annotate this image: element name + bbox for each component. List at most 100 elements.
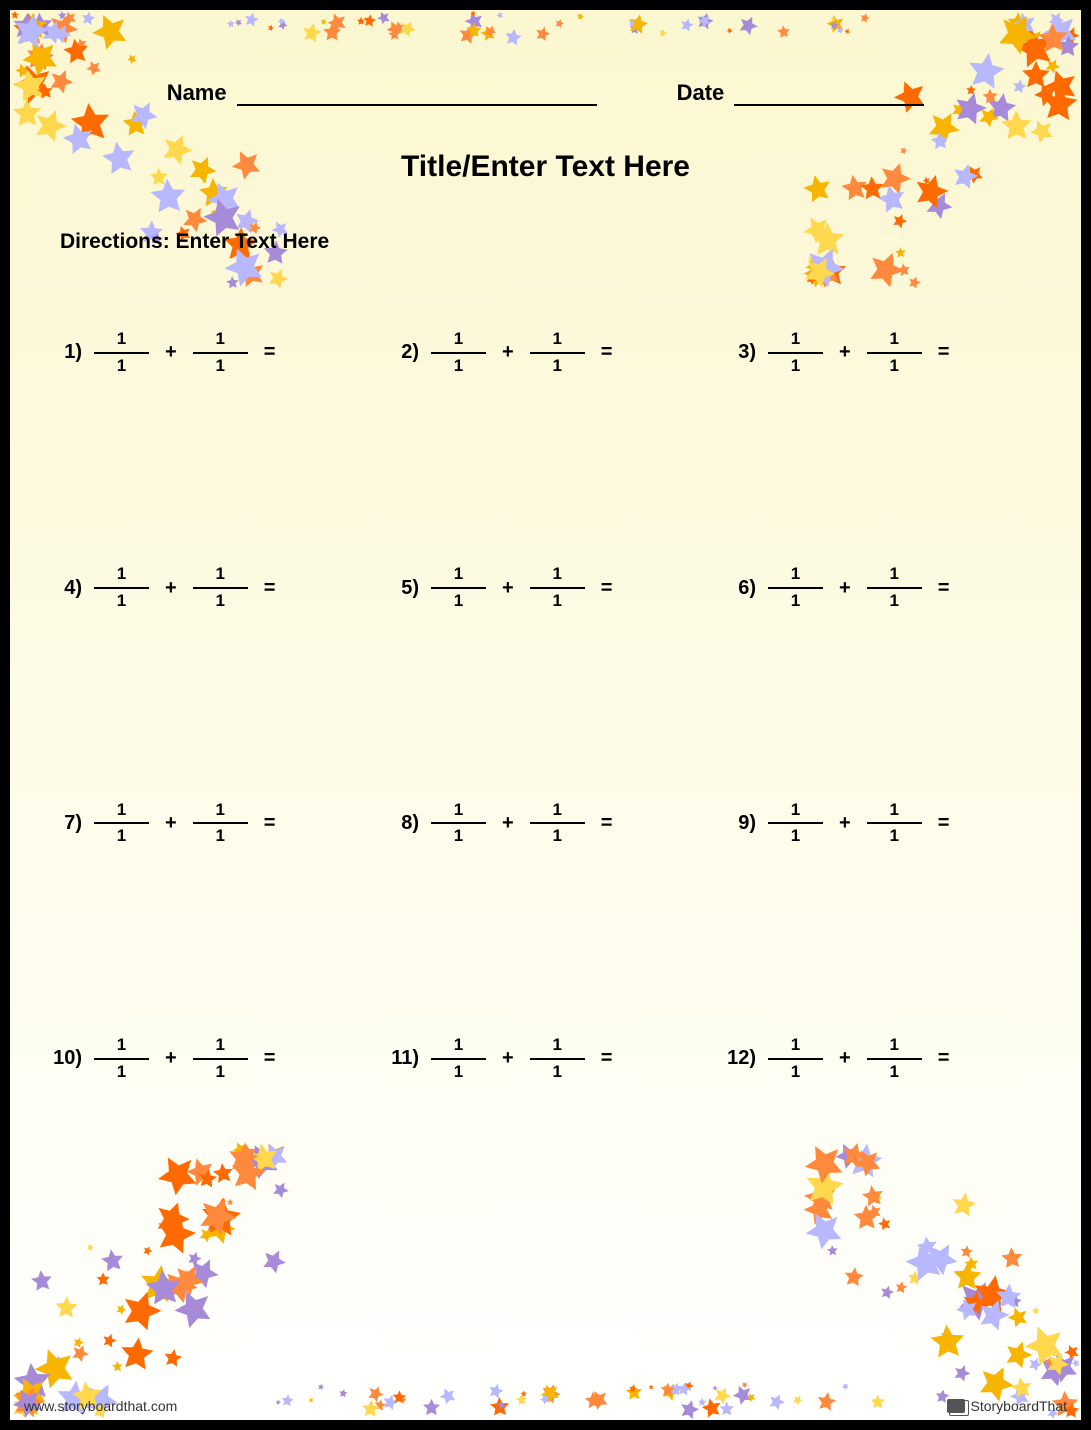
star-icon (72, 35, 90, 53)
denominator: 1 (889, 1063, 898, 1082)
star-icon (222, 1137, 264, 1179)
fraction-b[interactable]: 11 (530, 330, 585, 375)
fraction-b[interactable]: 11 (193, 1036, 248, 1081)
denominator: 1 (889, 357, 898, 376)
fraction-a[interactable]: 11 (94, 330, 149, 375)
fraction-a[interactable]: 11 (431, 330, 486, 375)
fraction-a[interactable]: 11 (431, 801, 486, 846)
fraction-a[interactable]: 11 (431, 1036, 486, 1081)
fraction-a[interactable]: 11 (768, 1036, 823, 1081)
star-icon (140, 1243, 155, 1258)
equals: = (934, 577, 954, 600)
problem-number: 2) (387, 341, 419, 364)
equals: = (260, 812, 280, 835)
fraction-b[interactable]: 11 (193, 801, 248, 846)
star-icon (276, 16, 287, 27)
star-icon (97, 1245, 128, 1276)
star-icon (520, 1390, 528, 1398)
problem-number: 5) (387, 577, 419, 600)
star-icon (693, 9, 717, 33)
star-icon (798, 1160, 851, 1213)
star-icon (9, 9, 44, 44)
star-decor-bottom-left (10, 1140, 290, 1420)
directions-text[interactable]: Enter Text Here (176, 230, 330, 253)
star-icon (59, 34, 94, 69)
fraction-bar (94, 1058, 149, 1060)
directions: Directions: Enter Text Here (60, 230, 329, 254)
star-icon (839, 1380, 851, 1392)
star-icon (845, 1140, 889, 1184)
star-icon (795, 1200, 854, 1259)
problem-number: 1) (50, 341, 82, 364)
star-icon (141, 1264, 188, 1311)
fraction-a[interactable]: 11 (94, 1036, 149, 1081)
fraction-b[interactable]: 11 (530, 1036, 585, 1081)
denominator: 1 (215, 827, 224, 846)
fraction-a[interactable]: 11 (431, 565, 486, 610)
problem: 4)11+11= (50, 565, 367, 610)
fraction-b[interactable]: 11 (193, 330, 248, 375)
star-icon (858, 11, 873, 26)
operator: + (498, 341, 518, 364)
denominator: 1 (791, 827, 800, 846)
fraction-b[interactable]: 11 (530, 801, 585, 846)
star-icon (255, 1242, 292, 1279)
star-icon (1044, 7, 1069, 32)
star-icon (82, 3, 138, 59)
name-underline[interactable] (237, 84, 597, 106)
operator: + (498, 577, 518, 600)
star-icon (970, 1292, 1017, 1339)
star-icon (35, 15, 71, 51)
star-icon (1039, 1343, 1087, 1391)
fraction-a[interactable]: 11 (768, 565, 823, 610)
star-icon (26, 101, 75, 150)
fraction-b[interactable]: 11 (867, 801, 922, 846)
fraction-bar (530, 587, 585, 589)
fraction-a[interactable]: 11 (94, 565, 149, 610)
star-icon (875, 1214, 894, 1233)
fraction-b[interactable]: 11 (867, 330, 922, 375)
problems-grid: 1)11+11=2)11+11=3)11+11=4)11+11=5)11+11=… (50, 330, 1041, 1082)
worksheet-page: Name Date Title/Enter Text Here Directio… (10, 10, 1081, 1420)
fraction-a[interactable]: 11 (94, 801, 149, 846)
star-icon (739, 1379, 749, 1389)
numerator: 1 (552, 1036, 561, 1055)
fraction-b[interactable]: 11 (867, 565, 922, 610)
star-icon (266, 23, 276, 33)
star-icon (53, 1293, 81, 1321)
star-icon (950, 1293, 984, 1327)
date-underline[interactable] (734, 84, 924, 106)
fraction-bar (193, 587, 248, 589)
fraction-b[interactable]: 11 (193, 565, 248, 610)
star-icon (796, 1187, 842, 1233)
star-icon (949, 1361, 975, 1387)
star-icon (1004, 9, 1031, 36)
fraction-a[interactable]: 11 (768, 801, 823, 846)
numerator: 1 (889, 330, 898, 349)
star-icon (82, 56, 106, 80)
denominator: 1 (454, 357, 463, 376)
denominator: 1 (117, 592, 126, 611)
star-icon (1023, 113, 1060, 150)
fraction-b[interactable]: 11 (867, 1036, 922, 1081)
star-icon (807, 219, 849, 261)
star-icon (1024, 1353, 1045, 1374)
star-icon (455, 22, 481, 48)
worksheet-title[interactable]: Title/Enter Text Here (10, 150, 1081, 184)
problem-number: 10) (50, 1047, 82, 1070)
numerator: 1 (889, 801, 898, 820)
star-icon (124, 51, 140, 67)
denominator: 1 (889, 827, 898, 846)
star-icon (628, 22, 642, 36)
fraction-bar (768, 587, 823, 589)
fraction-a[interactable]: 11 (768, 330, 823, 375)
star-icon (95, 1271, 112, 1288)
numerator: 1 (215, 565, 224, 584)
equals: = (597, 812, 617, 835)
star-icon (905, 273, 924, 292)
star-icon (22, 31, 35, 44)
fraction-b[interactable]: 11 (530, 565, 585, 610)
star-icon (207, 200, 231, 224)
star-icon (84, 1241, 95, 1252)
star-icon (858, 241, 913, 296)
